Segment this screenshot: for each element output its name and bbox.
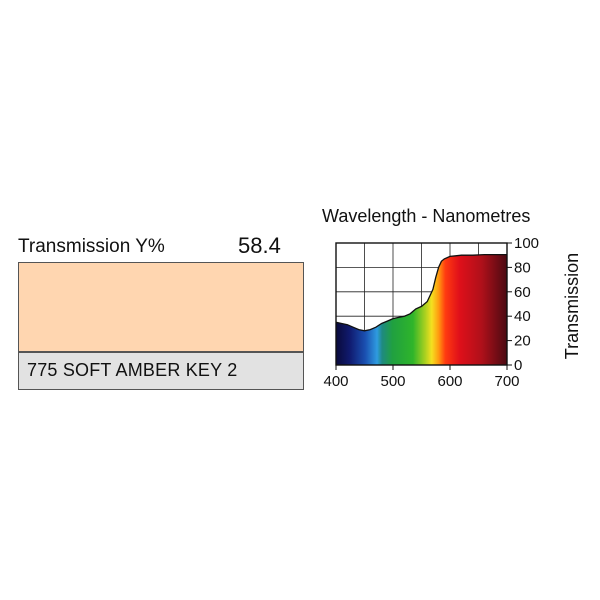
x-tick-label: 600 — [437, 373, 462, 390]
x-tick-label: 500 — [380, 373, 405, 390]
transmission-label: Transmission Y% — [18, 236, 165, 257]
filter-color-swatch — [18, 262, 304, 352]
transmission-value: 58.4 — [238, 233, 281, 258]
y-tick-label: 100 — [514, 235, 539, 252]
transmission-curve — [335, 253, 507, 332]
y-tick-label: 0 — [514, 357, 522, 374]
x-tick-label: 400 — [323, 373, 348, 390]
transmission-area — [336, 254, 507, 365]
x-tick-label: 700 — [494, 373, 519, 390]
y-axis-label: Transmission — [562, 253, 582, 359]
filter-name-box: 775 SOFT AMBER KEY 2 — [18, 352, 304, 390]
plot-frame — [335, 242, 508, 366]
y-tick-label: 20 — [514, 333, 531, 350]
chart-title: Wavelength - Nanometres — [322, 206, 531, 226]
y-tick-label: 80 — [514, 259, 531, 276]
y-tick-label: 60 — [514, 284, 531, 301]
y-tick-label: 40 — [514, 308, 531, 325]
filter-name: 775 SOFT AMBER KEY 2 — [27, 360, 238, 380]
